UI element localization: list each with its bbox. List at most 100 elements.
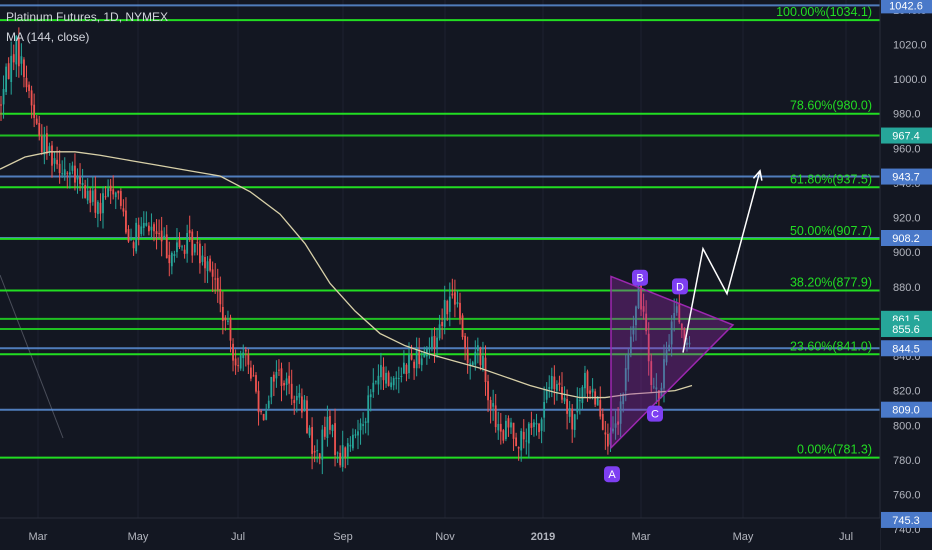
candle-body xyxy=(344,447,347,458)
candle-body xyxy=(237,365,240,367)
candle-body xyxy=(336,452,339,454)
symbol-legend[interactable]: Platinum Futures, 1D, NYMEX xyxy=(6,10,169,24)
candle-body xyxy=(505,420,507,440)
candle-body xyxy=(7,63,10,80)
projection-arrow xyxy=(682,170,761,353)
candle-body xyxy=(558,382,561,385)
candle-body xyxy=(497,424,500,431)
candle-body xyxy=(438,324,441,339)
candle-body xyxy=(548,386,551,390)
fib-level-label: 50.00%(907.7) xyxy=(790,224,872,238)
candle-body xyxy=(334,423,336,455)
price-axis-tick: 880.0 xyxy=(893,282,921,294)
candle-body xyxy=(329,416,331,430)
wave-label-c: C xyxy=(651,409,659,421)
candle-body xyxy=(573,414,576,430)
candle-body xyxy=(298,392,301,398)
candle-body xyxy=(239,355,242,369)
candle-body xyxy=(647,333,650,362)
candle-body xyxy=(553,376,556,390)
wave-label-d: D xyxy=(676,281,684,293)
candle-body xyxy=(38,122,41,136)
candle-body xyxy=(232,343,234,361)
candle-body xyxy=(303,399,306,412)
candle-body xyxy=(408,354,410,374)
candle-body xyxy=(487,381,489,401)
time-axis-tick: Mar xyxy=(632,531,651,543)
candle-body xyxy=(663,359,665,389)
candle-body xyxy=(132,242,135,249)
candle-body xyxy=(173,254,176,256)
candle-body xyxy=(586,371,589,394)
candle-body xyxy=(130,239,132,241)
price-label: 745.3 xyxy=(892,515,920,527)
time-axis-tick: Nov xyxy=(435,531,455,543)
candle-body xyxy=(160,230,163,242)
candle-body xyxy=(479,347,482,366)
price-label: 1042.6 xyxy=(889,0,923,12)
price-label: 943.7 xyxy=(892,172,920,184)
wave-label-b: B xyxy=(636,273,643,285)
candle-body xyxy=(224,317,227,321)
indicator-legend[interactable]: MA (144, close) xyxy=(6,30,90,44)
fib-level-label: 38.20%(877.9) xyxy=(790,275,872,289)
candle-body xyxy=(387,372,390,386)
price-axis-tick: 980.0 xyxy=(893,109,921,121)
candle-body xyxy=(51,145,53,166)
candle-body xyxy=(591,388,594,393)
candle-body xyxy=(219,288,222,305)
price-axis-tick: 780.0 xyxy=(893,455,921,467)
candle-body xyxy=(627,353,630,370)
candle-body xyxy=(285,378,288,385)
candle-body xyxy=(186,233,189,254)
candle-body xyxy=(652,386,655,388)
candle-body xyxy=(140,226,143,235)
candle-body xyxy=(581,387,584,403)
candle-body xyxy=(550,375,553,389)
candle-body xyxy=(466,349,469,363)
candle-body xyxy=(688,342,691,345)
candle-body xyxy=(196,242,199,244)
candle-body xyxy=(91,190,94,202)
candle-body xyxy=(489,400,492,409)
price-label-box xyxy=(881,401,932,418)
candle-body xyxy=(321,429,324,460)
candle-body xyxy=(474,351,477,365)
candle-body xyxy=(527,423,530,444)
candle-body xyxy=(265,410,268,420)
candle-body xyxy=(272,374,275,382)
candle-body xyxy=(535,423,538,425)
candle-body xyxy=(362,424,364,426)
candle-body xyxy=(301,396,303,413)
price-label: 967.4 xyxy=(892,131,920,143)
candle-body xyxy=(405,364,408,375)
candle-body xyxy=(107,188,109,197)
candle-body xyxy=(30,90,33,106)
candle-body xyxy=(2,89,5,105)
candle-body xyxy=(382,366,385,381)
candle-body xyxy=(614,423,617,428)
candle-body xyxy=(63,169,66,176)
candle-body xyxy=(492,403,495,407)
candle-body xyxy=(499,423,502,432)
candle-body xyxy=(642,306,645,312)
price-axis-tick: 820.0 xyxy=(893,386,921,398)
candle-body xyxy=(589,390,591,394)
candle-body xyxy=(178,240,181,248)
candle-body xyxy=(216,277,219,290)
candle-body xyxy=(306,400,308,433)
price-label-box xyxy=(881,230,932,246)
candle-body xyxy=(257,390,260,413)
candle-body xyxy=(46,133,48,154)
candle-body xyxy=(48,146,51,153)
candle-body xyxy=(242,352,245,359)
candle-body xyxy=(525,440,528,442)
candle-body xyxy=(446,300,449,315)
candle-body xyxy=(522,431,525,440)
candle-body xyxy=(556,384,558,391)
candle-body xyxy=(165,234,168,259)
candle-body xyxy=(635,306,637,326)
candle-body xyxy=(645,313,648,332)
candle-body xyxy=(288,375,291,384)
